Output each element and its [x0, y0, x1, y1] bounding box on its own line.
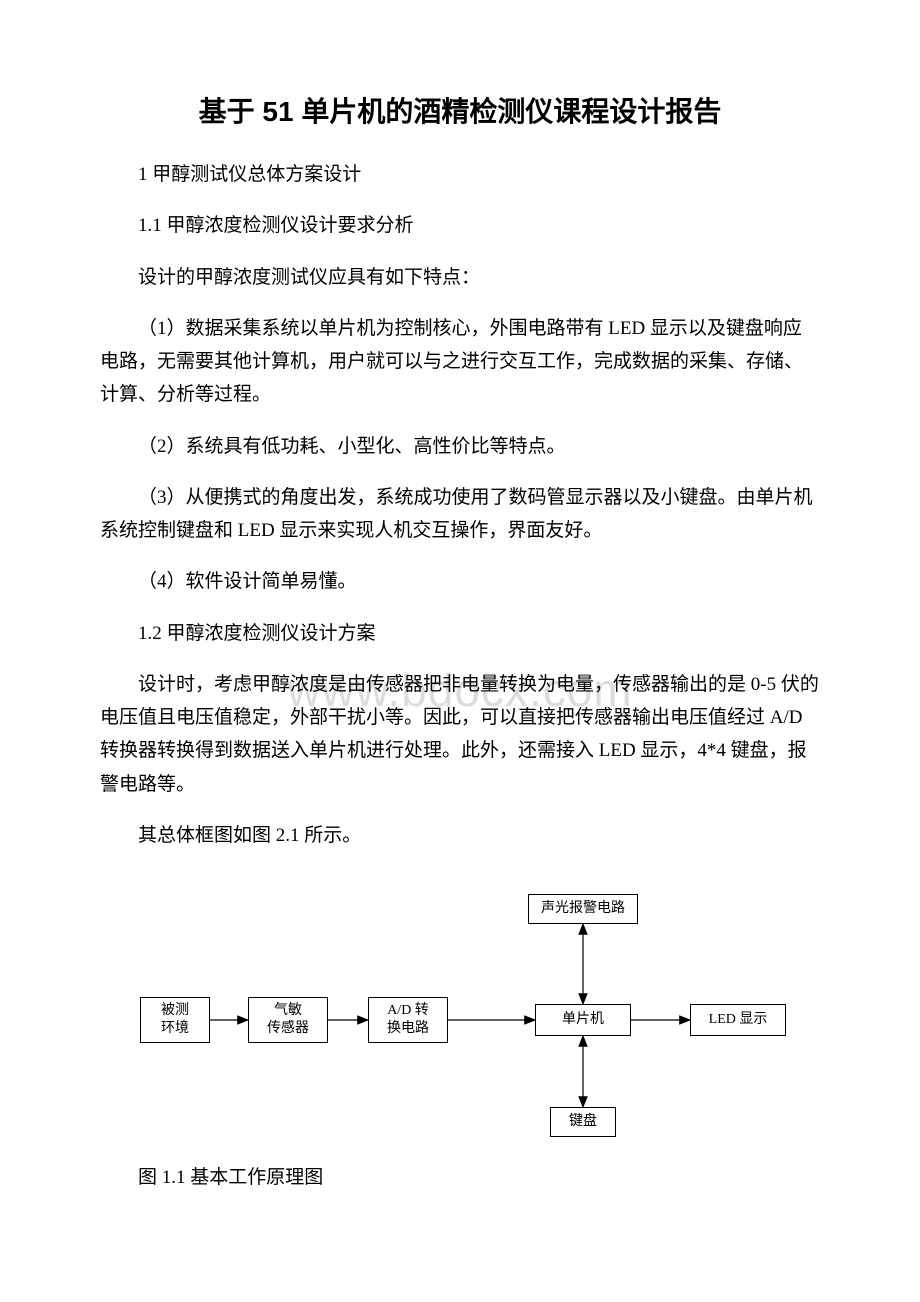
para-req-3: （3）从便携式的角度出发，系统成功使用了数码管显示器以及小键盘。由单片机系统控制… [100, 481, 820, 548]
para-fig-ref: 其总体框图如图 2.1 所示。 [100, 819, 820, 852]
figure-caption: 图 1.1 基本工作原理图 [100, 1162, 820, 1189]
heading-1-2: 1.2 甲醇浓度检测仪设计方案 [100, 617, 820, 650]
node-led: LED 显示 [690, 1004, 786, 1036]
para-req-4: （4）软件设计简单易懂。 [100, 565, 820, 598]
document-body: 基于 51 单片机的酒精检测仪课程设计报告 1 甲醇测试仪总体方案设计 1.1 … [100, 90, 820, 1189]
node-sensor: 气敏传感器 [248, 997, 328, 1043]
heading-1: 1 甲醇测试仪总体方案设计 [100, 158, 820, 191]
para-design: 设计时，考虑甲醇浓度是由传感器把非电量转换为电量，传感器输出的是 0-5 伏的电… [100, 668, 820, 801]
page-title: 基于 51 单片机的酒精检测仪课程设计报告 [100, 90, 820, 130]
node-alarm: 声光报警电路 [528, 894, 638, 924]
node-adc: A/D 转换电路 [368, 997, 448, 1043]
node-env: 被测环境 [140, 997, 210, 1043]
node-kbd: 键盘 [550, 1107, 616, 1137]
para-req-1: （1）数据采集系统以单片机为控制核心，外围电路带有 LED 显示以及键盘响应电路… [100, 312, 820, 412]
node-mcu: 单片机 [535, 1004, 631, 1036]
heading-1-1: 1.1 甲醇浓度检测仪设计要求分析 [100, 209, 820, 242]
para-intro: 设计的甲醇浓度测试仪应具有如下特点： [100, 261, 820, 294]
para-req-2: （2）系统具有低功耗、小型化、高性价比等特点。 [100, 430, 820, 463]
block-diagram: 被测环境 气敏传感器 A/D 转换电路 单片机 LED 显示 声光报警电路 键盘 [120, 882, 800, 1142]
